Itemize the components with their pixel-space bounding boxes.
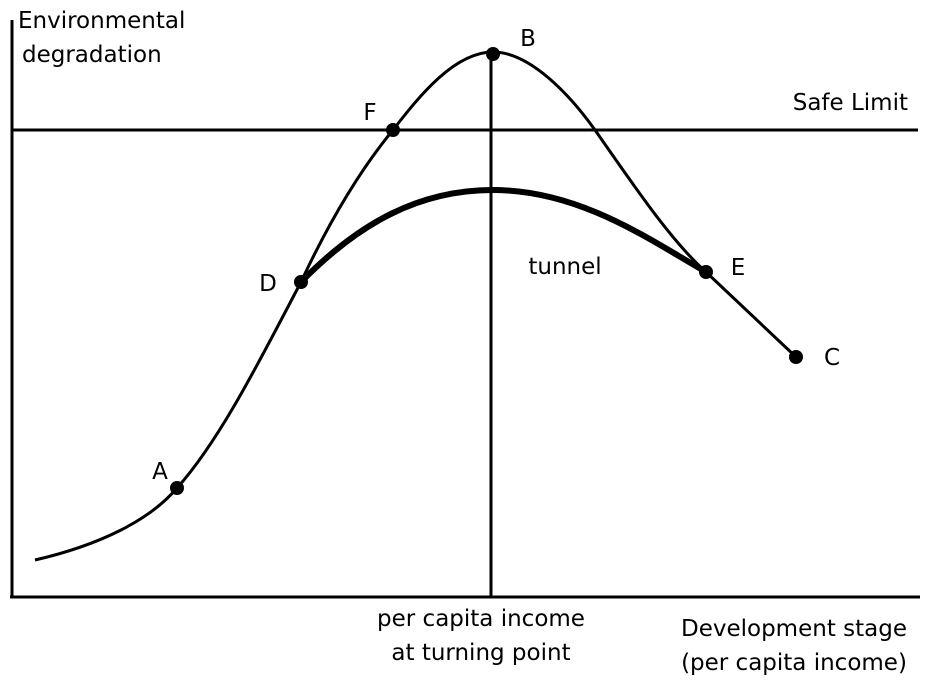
point-label: C <box>824 345 840 371</box>
turning-point-label: at turning point <box>391 640 570 666</box>
point-dot <box>294 275 308 289</box>
x-axis-label: (per capita income) <box>681 650 907 676</box>
point-dot <box>699 265 713 279</box>
point-label: E <box>731 255 746 281</box>
points <box>170 47 803 495</box>
turning-point-label: per capita income <box>377 606 585 632</box>
safe-limit-label: Safe Limit <box>793 90 908 116</box>
point-label: A <box>152 459 168 485</box>
point-label: B <box>520 26 536 52</box>
x-axis-label: Development stage <box>681 616 907 642</box>
point-label: F <box>363 100 376 126</box>
tunnel-label: tunnel <box>528 254 601 280</box>
y-axis-label: Environmental <box>18 8 185 34</box>
point-dot <box>486 47 500 61</box>
point-dot <box>170 481 184 495</box>
kuznets-curve <box>34 50 798 562</box>
point-label: D <box>259 271 277 297</box>
tunnel-curve <box>298 186 708 285</box>
point-dot <box>386 123 400 137</box>
y-axis-label: degradation <box>22 42 162 68</box>
point-dot <box>789 350 803 364</box>
